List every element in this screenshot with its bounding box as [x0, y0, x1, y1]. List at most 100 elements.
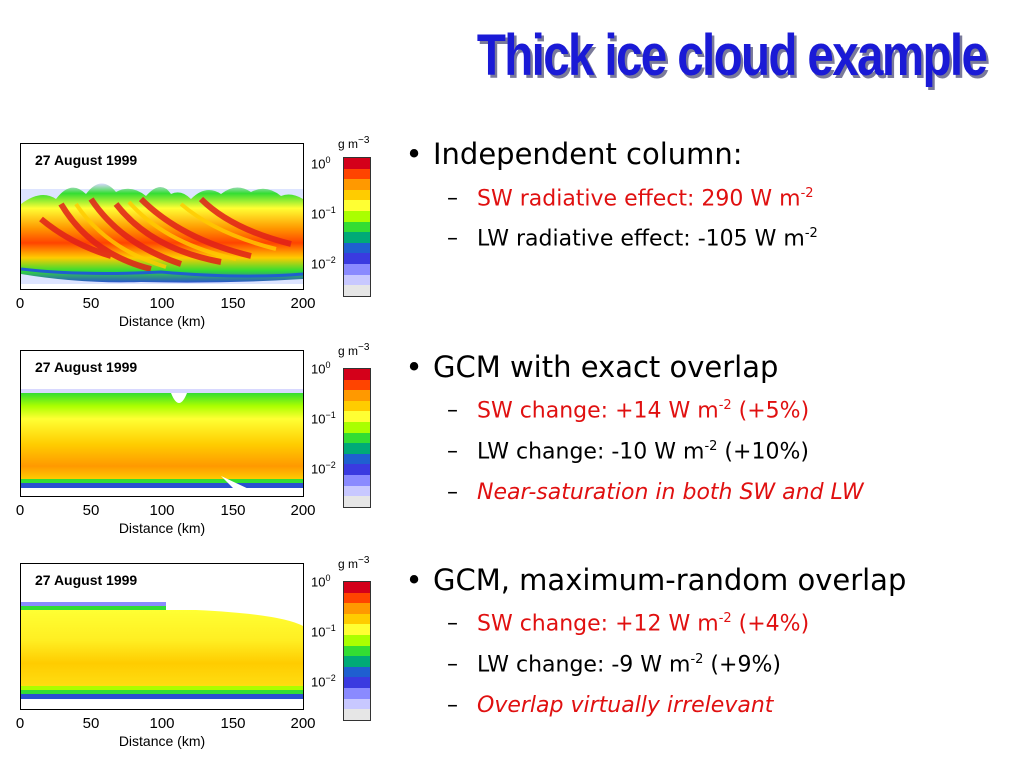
slide-title: Thick ice cloud example: [476, 23, 988, 88]
colorbar-swatch: [344, 453, 370, 465]
colorbar-tick: 10−1: [311, 410, 336, 427]
cloud-field-image: [21, 183, 303, 284]
sub-bullet-text: LW change: -10 W m: [477, 439, 705, 465]
colorbar-swatch: [344, 443, 370, 454]
colorbar-swatch: [344, 379, 370, 391]
sub-bullet: – SW change: +14 W m-2 (+5%): [447, 398, 809, 423]
colorbar-tick: 100: [311, 155, 331, 172]
x-axis: 0 50 100 150 200 Distance (km): [16, 295, 316, 335]
cloud-field-image: [21, 389, 303, 491]
colorbar-swatch: [344, 369, 370, 380]
colorbar-swatch: [344, 603, 370, 614]
colorbar: [343, 157, 371, 297]
cloud-water-plot: 27 August 1999: [20, 350, 304, 497]
sub-bullet: – Near-saturation in both SW and LW: [447, 480, 864, 505]
colorbar-swatch: [344, 656, 370, 667]
x-tick: 150: [220, 295, 246, 312]
sub-bullet-suffix: (+9%): [703, 652, 781, 678]
colorbar-tick: 10−1: [311, 205, 336, 222]
colorbar-swatch: [344, 189, 370, 201]
sub-bullet: – SW change: +12 W m-2 (+4%): [447, 611, 809, 636]
x-tick: 50: [82, 295, 100, 312]
colorbar-swatch: [344, 464, 370, 475]
colorbar-swatch: [344, 677, 370, 688]
sub-bullet-text: SW change: +14 W m: [477, 398, 719, 424]
colorbar-swatch: [344, 210, 370, 222]
x-tick: 0: [15, 295, 25, 312]
colorbar-swatch: [344, 242, 370, 254]
colorbar-swatch: [344, 645, 370, 657]
colorbar-swatch: [344, 592, 370, 604]
cloud-water-plot: 27 August 1999: [20, 563, 304, 710]
bullet-independent-column: • Independent column:: [405, 137, 743, 171]
plot-date-label: 27 August 1999: [35, 359, 138, 375]
x-tick: 200: [290, 502, 316, 519]
colorbar-swatch: [344, 634, 370, 646]
colorbar-swatch: [344, 253, 370, 264]
sub-bullet: – LW change: -10 W m-2 (+10%): [447, 439, 809, 464]
sub-bullet-dash: –: [447, 398, 458, 424]
colorbar-tick: 10−1: [311, 623, 336, 640]
sub-bullet-dash: –: [447, 439, 458, 465]
x-tick: 0: [15, 502, 25, 519]
colorbar-swatch: [344, 232, 370, 243]
colorbar-tick: 10−2: [311, 460, 336, 477]
sub-bullet-text: LW radiative effect: -105 W m: [477, 226, 805, 252]
x-axis: 0 50 100 150 200 Distance (km): [16, 502, 316, 542]
bullet-exact-overlap: • GCM with exact overlap: [405, 350, 779, 384]
sub-bullet-text: SW radiative effect: 290 W m: [477, 186, 801, 212]
colorbar-swatch: [344, 274, 370, 286]
sub-bullet-suffix: (+5%): [731, 398, 810, 424]
x-axis-label: Distance (km): [118, 733, 206, 749]
x-tick: 100: [149, 502, 175, 519]
colorbar-tick: 100: [311, 360, 331, 377]
colorbar-swatch: [344, 474, 370, 486]
x-tick: 200: [290, 715, 316, 732]
colorbar-swatch: [344, 221, 370, 233]
sub-bullet-dash: –: [447, 226, 458, 252]
colorbar-unit: g m−3: [338, 135, 370, 151]
colorbar-unit: g m−3: [338, 555, 370, 571]
colorbar-swatch: [344, 496, 370, 507]
colorbar-swatch: [344, 698, 370, 710]
sub-bullet-dash: –: [447, 693, 458, 718]
colorbar-swatch: [344, 666, 370, 678]
colorbar-swatch: [344, 421, 370, 433]
plot-date-label: 27 August 1999: [35, 152, 138, 168]
x-tick: 50: [82, 502, 100, 519]
colorbar-swatch: [344, 179, 370, 190]
sub-bullet-exponent: -2: [718, 611, 732, 626]
colorbar-swatch: [344, 411, 370, 422]
colorbar: [343, 581, 371, 721]
sub-bullet-suffix: (+4%): [731, 611, 810, 637]
colorbar-tick: 100: [311, 573, 331, 590]
sub-bullet-exponent: -2: [800, 186, 814, 201]
colorbar-swatch: [344, 158, 370, 169]
x-tick: 150: [220, 715, 246, 732]
colorbar-swatch: [344, 263, 370, 275]
sub-bullet-dash: –: [447, 611, 458, 637]
x-tick: 200: [290, 295, 316, 312]
colorbar-swatch: [344, 390, 370, 401]
x-axis: 0 50 100 150 200 Distance (km): [16, 715, 316, 755]
colorbar-swatch: [344, 709, 370, 720]
x-tick: 100: [149, 715, 175, 732]
colorbar-swatch: [344, 400, 370, 412]
cloud-water-plot: 27 August 1999: [20, 143, 304, 290]
colorbar-tick: 10−2: [311, 255, 336, 272]
colorbar-swatch: [344, 285, 370, 296]
sub-bullet: – LW change: -9 W m-2 (+9%): [447, 652, 781, 677]
bullet-max-random-overlap: • GCM, maximum-random overlap: [405, 563, 907, 597]
x-axis-label: Distance (km): [118, 313, 206, 329]
x-tick: 100: [149, 295, 175, 312]
sub-bullet-dash: –: [447, 186, 458, 212]
colorbar-tick: 10−2: [311, 673, 336, 690]
cloud-field-image: [21, 602, 303, 699]
sub-bullet: – SW radiative effect: 290 W m-2: [447, 186, 814, 211]
colorbar-swatch: [344, 624, 370, 635]
colorbar-swatch: [344, 432, 370, 444]
x-tick: 50: [82, 715, 100, 732]
colorbar-swatch: [344, 613, 370, 625]
sub-bullet-text: Near-saturation in both SW and LW: [477, 480, 864, 505]
panel-independent-column: 27 August 1999 0 50 100 150 200 Distance…: [0, 135, 395, 345]
